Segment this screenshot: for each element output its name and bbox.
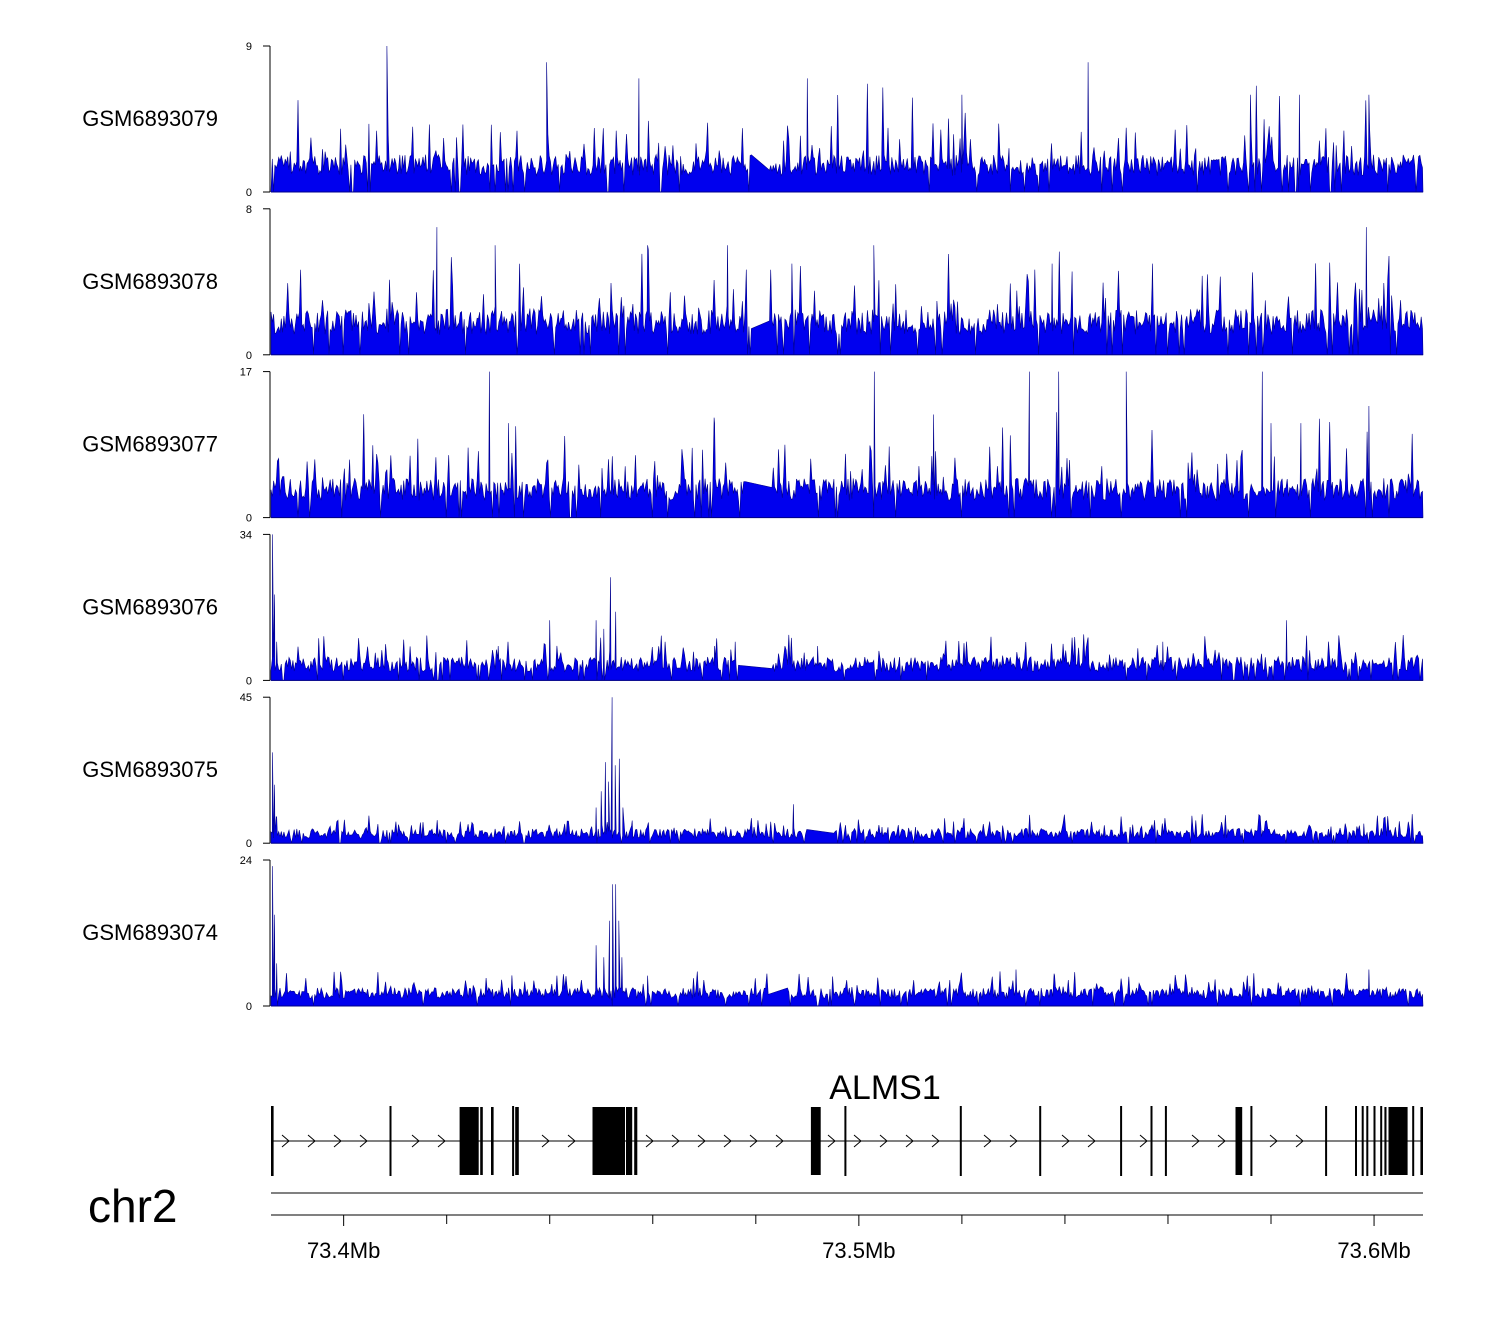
exon-utr: [1355, 1106, 1357, 1176]
strand-arrow: [281, 1134, 290, 1148]
y-tick-label-max: 9: [246, 41, 252, 53]
gene-label: ALMS1: [829, 1069, 941, 1107]
strand-arrow: [411, 1134, 420, 1148]
strand-arrow: [1217, 1134, 1226, 1148]
strand-arrow: [541, 1134, 550, 1148]
track-label: GSM6893077: [82, 432, 218, 457]
coverage-area: [270, 697, 1424, 844]
exon-utr: [1373, 1106, 1376, 1176]
gene-track: ALMS1: [271, 1069, 1423, 1176]
exon-utr: [1361, 1106, 1364, 1176]
axis-tick-label: 73.4Mb: [307, 1238, 380, 1263]
strand-arrow: [775, 1134, 784, 1148]
track-GSM6893077: GSM6893077 17 0: [82, 367, 1424, 525]
strand-arrow: [1295, 1134, 1304, 1148]
exon-utr: [1164, 1106, 1167, 1176]
exon-utr: [1150, 1106, 1153, 1176]
exon-cds: [634, 1107, 638, 1175]
exon-utr: [1380, 1106, 1383, 1176]
exon-utr: [1325, 1106, 1328, 1176]
axis-tick-label: 73.6Mb: [1337, 1238, 1410, 1263]
strand-arrow: [697, 1134, 706, 1148]
strand-arrow: [1139, 1134, 1148, 1148]
strand-arrow: [931, 1134, 940, 1148]
exon-utr: [389, 1106, 392, 1176]
y-tick-label-max: 24: [240, 855, 252, 867]
exon-cds: [491, 1107, 494, 1175]
y-tick-label-min: 0: [246, 513, 252, 525]
y-tick-label-min: 0: [246, 350, 252, 362]
strand-arrow: [567, 1134, 576, 1148]
y-tick-label-max: 8: [246, 204, 252, 216]
exon-cds: [459, 1107, 479, 1175]
exon-cds: [626, 1107, 633, 1175]
strand-arrow: [333, 1134, 342, 1148]
exon-utr: [512, 1106, 515, 1176]
strand-arrow: [723, 1134, 732, 1148]
strand-arrow: [645, 1134, 654, 1148]
strand-arrow: [879, 1134, 888, 1148]
coverage-area: [270, 45, 1424, 193]
track-label: GSM6893074: [82, 920, 218, 945]
chromosome-label: chr2: [88, 1180, 177, 1232]
strand-arrow: [307, 1134, 316, 1148]
y-tick-label-max: 34: [240, 529, 252, 541]
coverage-area: [270, 227, 1424, 356]
y-tick-label-min: 0: [246, 838, 252, 850]
strand-arrow: [983, 1134, 992, 1148]
strand-arrow: [905, 1134, 914, 1148]
coverage-tracks: GSM689307990GSM689307880GSM6893077170GSM…: [82, 41, 1424, 1013]
strand-arrow: [1191, 1134, 1200, 1148]
track-label: GSM6893076: [82, 594, 218, 619]
strand-arrow: [827, 1134, 836, 1148]
y-tick-label-min: 0: [246, 675, 252, 687]
y-tick-label-max: 45: [240, 692, 252, 704]
exon-cds: [515, 1107, 519, 1175]
y-tick-label-min: 0: [246, 1001, 252, 1013]
exon-cds: [810, 1107, 821, 1175]
strand-arrow: [1269, 1134, 1278, 1148]
exon-cds: [1420, 1107, 1423, 1175]
exon-utr: [1039, 1106, 1042, 1176]
track-GSM6893078: GSM6893078 8 0: [82, 204, 1424, 362]
y-tick-label-min: 0: [246, 187, 252, 199]
strand-arrow: [671, 1134, 680, 1148]
y-tick-label-max: 17: [240, 367, 252, 379]
exon-cds: [1388, 1107, 1408, 1175]
genome-axis: chr2 73.4Mb 73.5Mb 73.6Mb: [88, 1180, 1423, 1263]
exon-utr: [1120, 1106, 1123, 1176]
strand-arrow: [853, 1134, 862, 1148]
exon-utr: [959, 1106, 962, 1176]
track-GSM6893076: GSM6893076 34 0: [82, 529, 1424, 687]
strand-arrow: [437, 1134, 446, 1148]
exon-utr: [1412, 1106, 1415, 1176]
strand-arrow: [1087, 1134, 1096, 1148]
exon-cds: [1384, 1107, 1387, 1175]
strand-arrow: [359, 1134, 368, 1148]
strand-arrow: [1061, 1134, 1070, 1148]
exon-utr: [1366, 1106, 1369, 1176]
track-label: GSM6893075: [82, 757, 218, 782]
strand-arrow: [1009, 1134, 1018, 1148]
exon-utr: [1250, 1106, 1253, 1176]
exon-utr: [844, 1106, 847, 1176]
coverage-area: [270, 866, 1424, 1007]
exon-cds: [1235, 1107, 1243, 1175]
track-label: GSM6893079: [82, 106, 218, 131]
coverage-area: [270, 371, 1424, 518]
track-GSM6893079: GSM6893079 9 0: [82, 41, 1424, 199]
track-GSM6893075: GSM6893075 45 0: [82, 692, 1424, 850]
exon-utr: [271, 1106, 274, 1176]
strand-arrow: [749, 1134, 758, 1148]
exon-cds: [480, 1107, 483, 1175]
track-label: GSM6893078: [82, 269, 218, 294]
axis-tick-label: 73.5Mb: [822, 1238, 895, 1263]
exon-cds: [592, 1107, 625, 1175]
track-GSM6893074: GSM6893074 24 0: [82, 855, 1424, 1013]
coverage-area: [270, 534, 1424, 681]
